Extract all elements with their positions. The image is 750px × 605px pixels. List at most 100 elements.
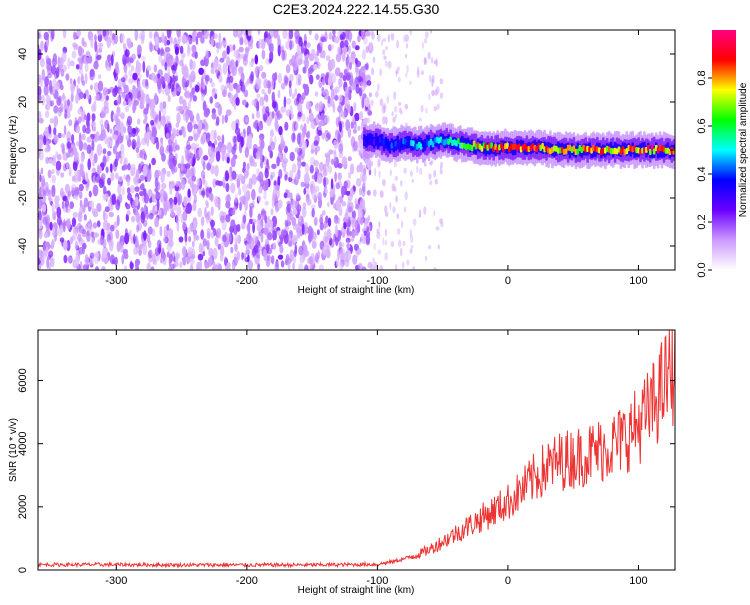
noise-blob <box>396 39 399 49</box>
noise-blob <box>215 180 221 186</box>
noise-blob <box>355 66 359 74</box>
noise-blob <box>339 121 342 133</box>
noise-blob <box>428 173 432 180</box>
noise-blob <box>256 110 260 119</box>
noise-blob <box>92 184 99 197</box>
noise-blob <box>211 112 217 120</box>
noise-blob <box>366 190 371 196</box>
noise-blob <box>257 195 261 202</box>
noise-blob <box>215 151 221 162</box>
noise-blob <box>366 80 372 86</box>
noise-blob <box>268 226 274 232</box>
noise-blob <box>302 140 307 150</box>
noise-blob <box>132 72 138 81</box>
noise-blob <box>130 163 136 173</box>
noise-blob <box>84 72 88 85</box>
noise-blob <box>156 119 162 130</box>
noise-blob <box>272 187 278 199</box>
noise-blob <box>233 243 238 251</box>
noise-blob <box>68 167 72 177</box>
noise-blob <box>430 159 434 165</box>
noise-blob <box>251 113 255 120</box>
noise-blob <box>257 30 261 35</box>
noise-blob <box>360 201 366 207</box>
noise-blob <box>163 35 168 47</box>
x-tick-label: 0 <box>505 575 511 587</box>
noise-blob <box>394 176 398 181</box>
noise-blob <box>318 264 324 270</box>
noise-blob <box>199 260 203 270</box>
noise-blob <box>120 33 125 44</box>
noise-blob <box>39 249 43 261</box>
noise-blob <box>53 127 57 136</box>
noise-blob <box>92 222 98 229</box>
colorbar-tick-label: 0.2 <box>696 214 708 229</box>
noise-blob <box>326 156 330 169</box>
noise-blob <box>160 193 163 203</box>
noise-blob <box>161 182 167 190</box>
noise-blob <box>366 159 372 170</box>
noise-blob <box>112 32 116 41</box>
noise-blob <box>339 72 344 79</box>
noise-blob <box>365 234 371 245</box>
noise-blob <box>280 260 285 268</box>
noise-blob <box>433 210 436 217</box>
noise-blob <box>99 235 104 246</box>
noise-blob <box>365 30 371 37</box>
noise-blob <box>85 56 90 64</box>
noise-blob <box>224 256 227 267</box>
noise-blob <box>377 249 382 255</box>
noise-blob <box>197 207 203 218</box>
noise-blob <box>337 132 340 144</box>
noise-blob <box>213 129 217 141</box>
noise-blob <box>69 60 75 67</box>
noise-blob <box>104 109 109 114</box>
noise-blob <box>231 170 237 180</box>
noise-blob <box>398 239 402 248</box>
noise-blob <box>271 78 274 90</box>
noise-blob <box>318 121 322 129</box>
noise-blob <box>348 206 353 213</box>
noise-blob <box>346 227 350 236</box>
noise-blob <box>211 147 216 159</box>
noise-blob <box>298 213 302 223</box>
noise-blob <box>191 175 196 182</box>
noise-blob <box>406 64 409 74</box>
noise-blob <box>363 35 368 45</box>
noise-blob <box>256 100 260 112</box>
noise-blob <box>103 193 109 201</box>
noise-blob <box>110 53 114 66</box>
noise-blob <box>153 64 158 73</box>
noise-blob <box>188 38 193 45</box>
noise-blob <box>259 150 263 162</box>
noise-blob <box>187 188 191 198</box>
noise-blob <box>287 259 291 270</box>
noise-blob <box>405 53 407 59</box>
noise-blob <box>301 223 305 235</box>
noise-blob <box>308 67 314 74</box>
noise-blob <box>234 234 239 245</box>
noise-blob <box>315 74 320 80</box>
noise-blob <box>160 139 164 149</box>
colorbar-label: Normalized spectral amplitude <box>738 82 749 217</box>
noise-blob <box>150 119 155 126</box>
noise-blob <box>246 135 252 148</box>
noise-blob <box>145 79 149 87</box>
noise-blob <box>327 75 333 87</box>
noise-blob <box>373 242 376 251</box>
chart-title: C2E3.2024.222.14.55.G30 <box>273 1 440 17</box>
noise-blob <box>351 230 357 237</box>
noise-blob <box>67 190 72 198</box>
noise-blob <box>360 233 365 244</box>
noise-blob <box>147 240 152 249</box>
noise-blob <box>325 249 331 259</box>
noise-blob <box>263 227 269 235</box>
noise-blob <box>157 170 162 177</box>
noise-blob <box>77 233 82 243</box>
noise-blob <box>271 196 275 209</box>
noise-blob <box>164 84 171 96</box>
noise-blob <box>140 211 145 224</box>
noise-blob <box>210 206 214 216</box>
noise-blob <box>225 109 232 116</box>
noise-blob <box>212 247 218 260</box>
